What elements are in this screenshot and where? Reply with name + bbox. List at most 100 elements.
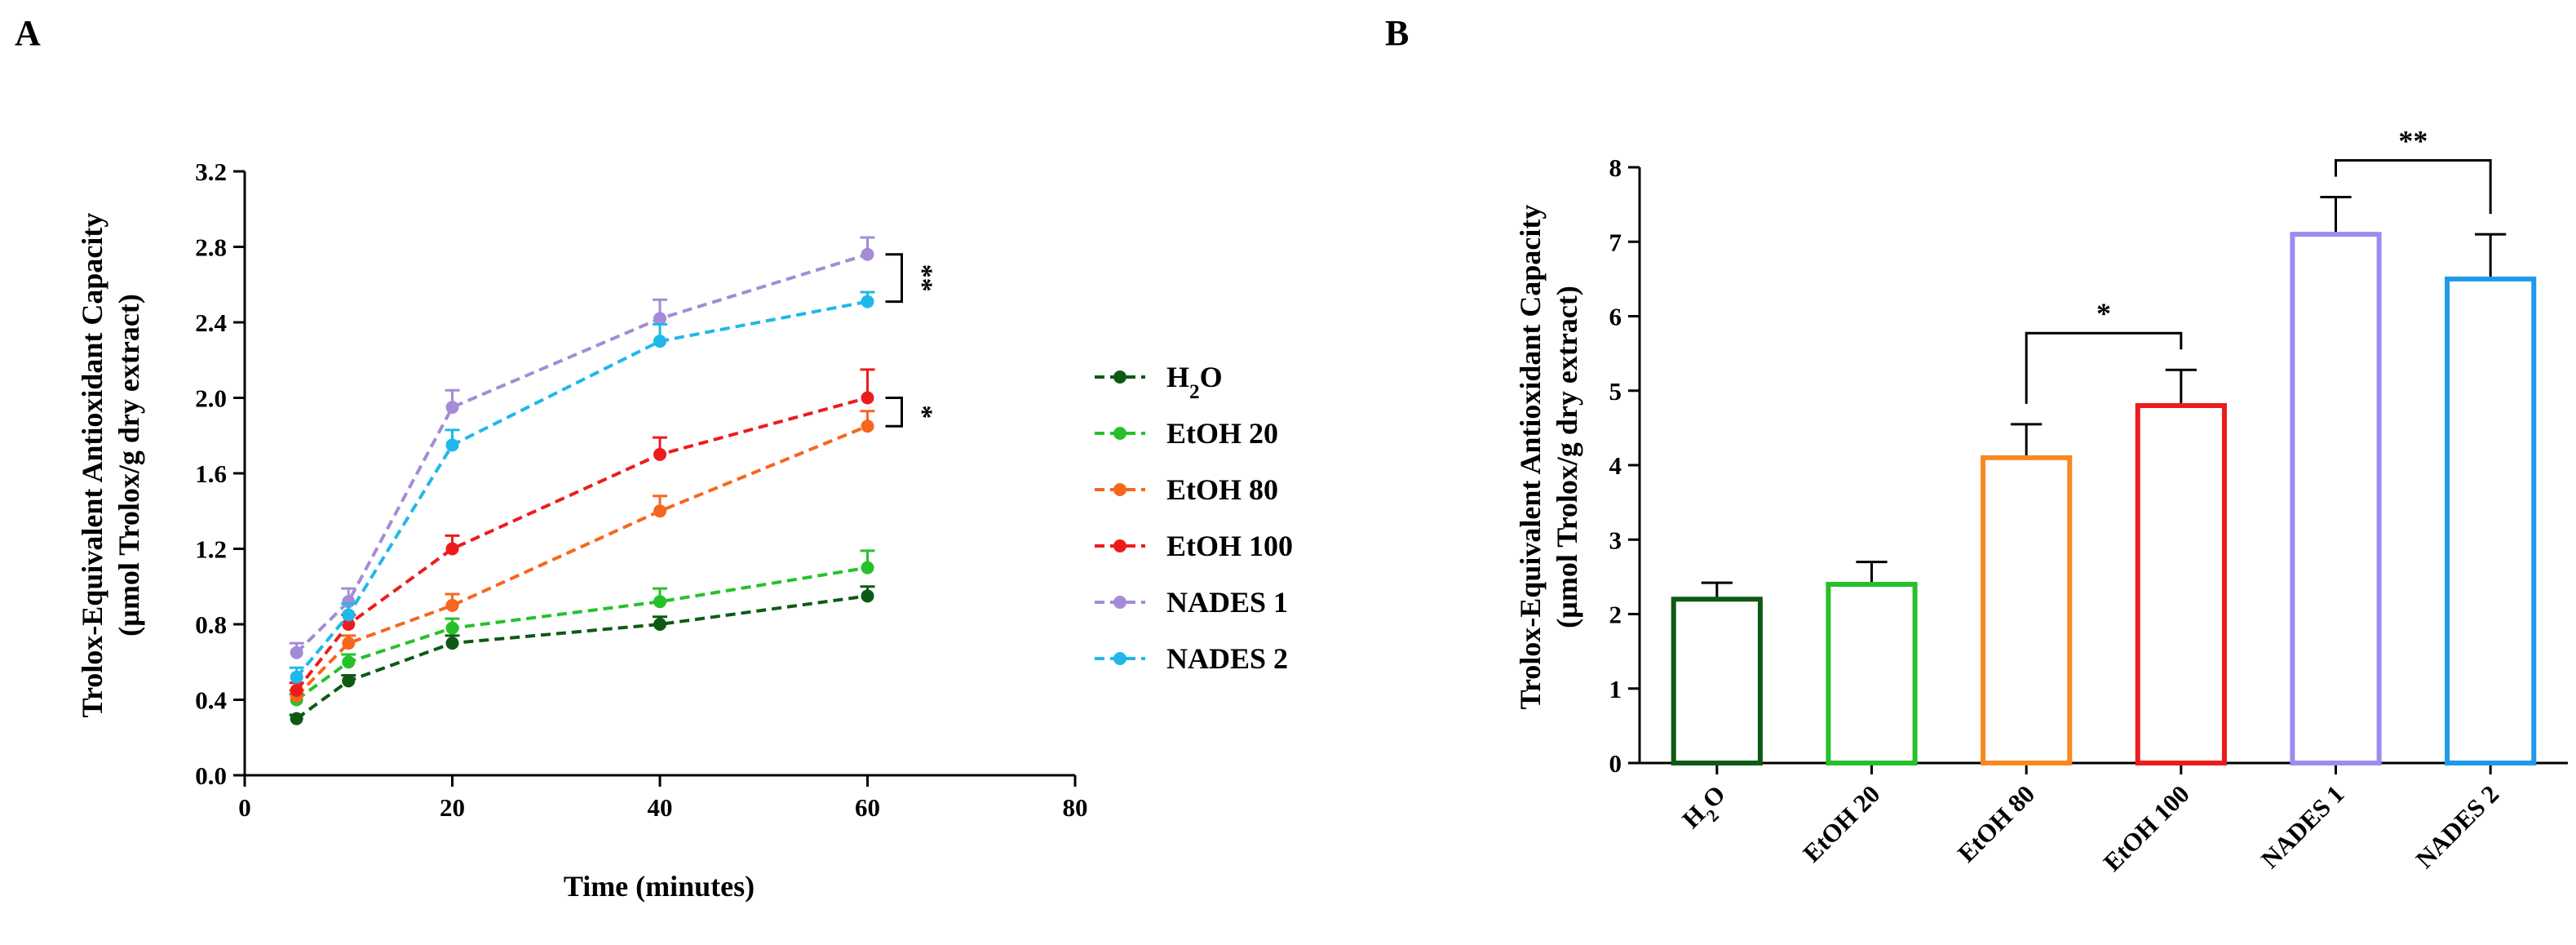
- series-line-h2o: [295, 594, 868, 721]
- bar-chart-y-tick-label: 5: [1609, 377, 1622, 406]
- data-point-nades-2: [342, 608, 356, 622]
- bar-group-h2o: [1671, 581, 1763, 765]
- bar-group-etoh-20: [1826, 561, 1918, 765]
- bar-chart-x-tick-label-etoh-20-main: EtOH 20: [1797, 779, 1885, 867]
- line-chart-y-axis-title: Trolox-Equivalent Antioxidant Capacity (…: [76, 213, 145, 718]
- line-chart-y-tick-label: 2.0: [195, 384, 227, 413]
- bar-chart-x-tick-label-h2o-rest: O: [1697, 779, 1731, 814]
- bar-etoh-20: [1826, 582, 1918, 765]
- data-point-nades-2: [290, 670, 303, 684]
- bar-chart-y-tick-label: 3: [1609, 526, 1622, 554]
- line-series-etoh-80: [289, 410, 875, 703]
- bar-chart-y-tick-label: 6: [1609, 303, 1622, 331]
- bar-chart-x-tick-label-h2o: H2O: [1676, 779, 1737, 840]
- legend-label-nades-1: NADES 1: [1166, 586, 1288, 619]
- line-chart-y-tick-label: 2.8: [195, 233, 227, 262]
- legend-entry-etoh-100: EtOH 100: [1095, 530, 1293, 562]
- bar-chart-x-tick-label-etoh-100-main: EtOH 100: [2098, 779, 2195, 876]
- series-line-etoh-20: [295, 566, 868, 702]
- significance-bracket-nades-1-nades-2: [885, 253, 903, 304]
- series-line-etoh-100: [295, 396, 869, 692]
- series-line-nades-2: [295, 299, 868, 679]
- data-point-h2o: [861, 589, 874, 603]
- line-chart-y-tick-label: 0.0: [195, 761, 227, 790]
- data-point-etoh-100: [861, 391, 874, 405]
- bar-chart-x-tick-label-etoh-100: EtOH 100: [2098, 779, 2195, 876]
- line-chart-x-tick-label: 20: [440, 793, 465, 822]
- line-series-nades-2: [289, 291, 875, 684]
- line-chart-y-axis-title-line2: (µmol Trolox/g dry extract): [113, 294, 145, 637]
- data-point-etoh-100: [290, 683, 303, 697]
- bar-group-nades-2: [2445, 233, 2537, 765]
- data-point-h2o: [342, 674, 356, 688]
- bar-chart-panel-b: Trolox-Equivalent Antioxidant Capacity (…: [1514, 125, 2568, 876]
- legend-label-h2o-sub: 2: [1189, 381, 1200, 403]
- data-point-h2o: [290, 712, 303, 725]
- bar-significance-bracket-nades-1-nades-2: [2335, 159, 2492, 215]
- bar-chart-y-axis-title-line2: (µmol Trolox/g dry extract): [1551, 286, 1583, 628]
- significance-label-etoh-100-etoh-80: *: [908, 405, 938, 419]
- data-point-nades-1: [342, 595, 356, 609]
- legend-label-h2o-rest: O: [1200, 361, 1223, 393]
- bar-chart-x-tick-label-nades-1-main: NADES 1: [2255, 779, 2350, 874]
- legend-marker-h2o: [1113, 370, 1126, 384]
- line-chart-panel-a: Trolox-Equivalent Antioxidant Capacity (…: [76, 158, 1293, 903]
- legend-entry-etoh-80: EtOH 80: [1095, 473, 1278, 506]
- bar-chart-x-tick-label-h2o-main: H: [1676, 800, 1711, 834]
- data-point-nades-1: [445, 401, 459, 415]
- data-point-nades-1: [290, 646, 303, 659]
- data-point-etoh-20: [861, 561, 874, 575]
- bar-group-etoh-80: [1981, 423, 2073, 765]
- line-chart-x-tick-label: 60: [855, 793, 880, 822]
- series-line-etoh-80: [295, 424, 869, 698]
- data-point-etoh-80: [653, 504, 666, 518]
- bar-chart-y-tick-label: 8: [1609, 153, 1622, 182]
- line-chart-x-tick-label: 0: [238, 793, 251, 822]
- data-point-etoh-80: [445, 598, 459, 612]
- bar-nades-2: [2445, 276, 2537, 765]
- legend-entry-h2o: H2O: [1095, 361, 1223, 403]
- line-series-etoh-20: [289, 549, 875, 707]
- legend-label-etoh-80: EtOH 80: [1166, 473, 1278, 506]
- legend-label-etoh-100: EtOH 100: [1166, 530, 1293, 562]
- legend-entry-nades-1: NADES 1: [1095, 586, 1288, 619]
- data-point-etoh-80: [342, 637, 356, 650]
- bar-chart-y-tick-label: 2: [1609, 601, 1622, 629]
- bar-chart-x-tick-label-nades-1: NADES 1: [2255, 779, 2350, 874]
- bar-chart-x-tick-label-etoh-20: EtOH 20: [1797, 779, 1885, 867]
- legend-label-etoh-100-main: EtOH 100: [1166, 530, 1293, 562]
- data-point-nades-2: [445, 438, 459, 452]
- bar-significance-label-etoh-80-etoh-100: *: [2096, 297, 2111, 330]
- data-point-etoh-20: [342, 655, 356, 669]
- panel-b-label: B: [1385, 13, 1409, 53]
- bar-nades-1: [2290, 232, 2382, 765]
- data-point-etoh-80: [861, 419, 874, 433]
- legend-label-h2o: H2O: [1166, 361, 1223, 403]
- data-point-nades-1: [653, 312, 666, 326]
- legend-label-nades-2-main: NADES 2: [1166, 642, 1288, 675]
- bar-etoh-80: [1981, 455, 2073, 765]
- legend-entry-nades-2: NADES 2: [1095, 642, 1288, 675]
- bar-chart-x-tick-label-nades-2-main: NADES 2: [2410, 779, 2505, 874]
- bar-chart-y-axis-title-line1: Trolox-Equivalent Antioxidant Capacity: [1514, 205, 1547, 710]
- line-chart-y-tick-label: 0.4: [195, 686, 227, 715]
- line-chart-y-tick-label: 0.8: [195, 610, 227, 639]
- bar-chart-x-tick-label-etoh-80: EtOH 80: [1952, 779, 2040, 867]
- legend-label-etoh-20-main: EtOH 20: [1166, 417, 1278, 450]
- bar-chart-y-tick-label: 4: [1609, 451, 1622, 480]
- legend-marker-nades-2: [1113, 652, 1126, 665]
- line-series-etoh-100: [289, 368, 875, 697]
- bar-etoh-100: [2135, 403, 2227, 765]
- bar-chart-x-tick-label-nades-2: NADES 2: [2410, 779, 2505, 874]
- legend-label-nades-2: NADES 2: [1166, 642, 1288, 675]
- legend-marker-nades-1: [1113, 596, 1126, 609]
- significance-bracket-etoh-100-etoh-80: [885, 397, 903, 428]
- series-line-nades-1: [295, 252, 869, 654]
- data-point-h2o: [653, 618, 666, 631]
- data-point-etoh-100: [653, 447, 666, 461]
- line-chart-x-tick-label: 80: [1063, 793, 1088, 822]
- bar-chart-y-tick-label: 7: [1609, 228, 1622, 256]
- legend-label-nades-1-main: NADES 1: [1166, 586, 1288, 619]
- bar-significance-label-nades-1-nades-2: **: [2398, 125, 2428, 158]
